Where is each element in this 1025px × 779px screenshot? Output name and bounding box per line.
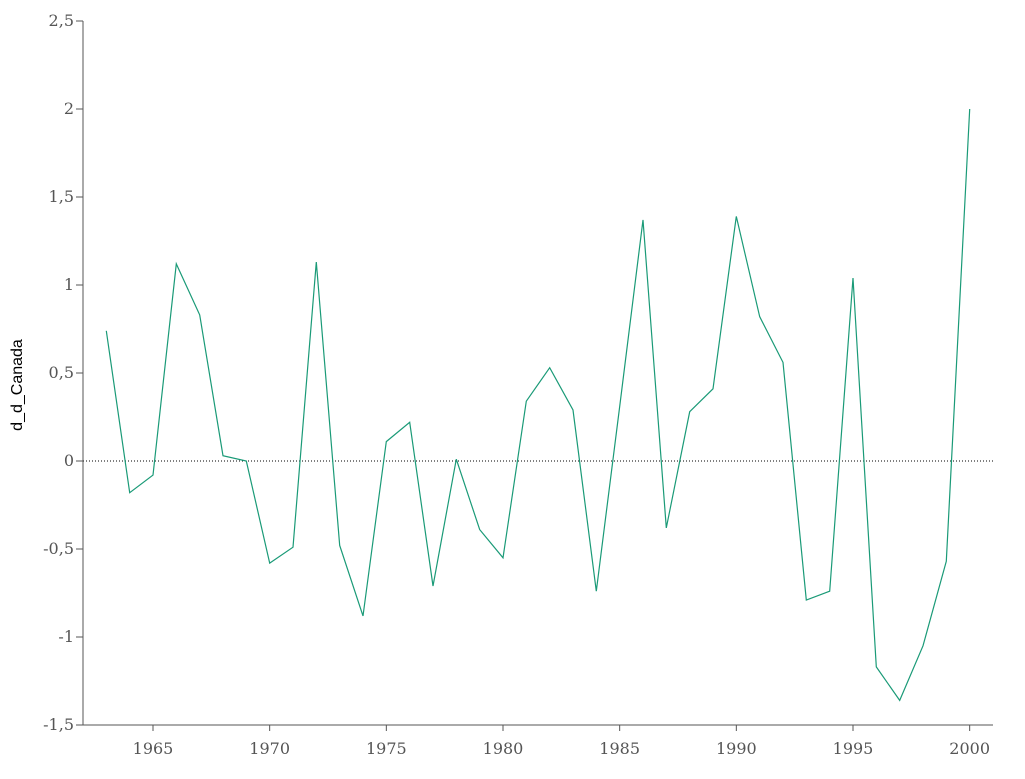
x-tick-label: 1975 — [366, 739, 407, 758]
x-tick-label: 1970 — [249, 739, 290, 758]
y-tick-label: 2,5 — [49, 11, 74, 30]
x-tick-label: 1995 — [833, 739, 874, 758]
x-tick-label: 1985 — [599, 739, 640, 758]
x-tick-label: 1990 — [716, 739, 757, 758]
y-axis-title: d_d_Canada — [9, 339, 26, 431]
x-tick-label: 2000 — [949, 739, 990, 758]
y-tick-label: -0,5 — [43, 539, 74, 558]
y-tick-label: -1,5 — [43, 715, 74, 734]
y-tick-label: 1,5 — [49, 187, 74, 206]
x-axis-ticks: 1965 1970 1975 1980 1985 1990 1995 2000 — [133, 725, 990, 758]
y-tick-label: 0 — [64, 451, 74, 470]
y-tick-label: 2 — [64, 99, 74, 118]
y-tick-label: 0,5 — [49, 363, 74, 382]
x-tick-label: 1965 — [133, 739, 174, 758]
y-tick-label: 1 — [64, 275, 74, 294]
series-line-d-d-canada — [105, 108, 971, 702]
y-axis-ticks: -1,5 -1 -0,5 0 0,5 1 1,5 2 2,5 — [43, 11, 83, 734]
y-tick-label: -1 — [58, 627, 74, 646]
x-tick-label: 1980 — [483, 739, 524, 758]
